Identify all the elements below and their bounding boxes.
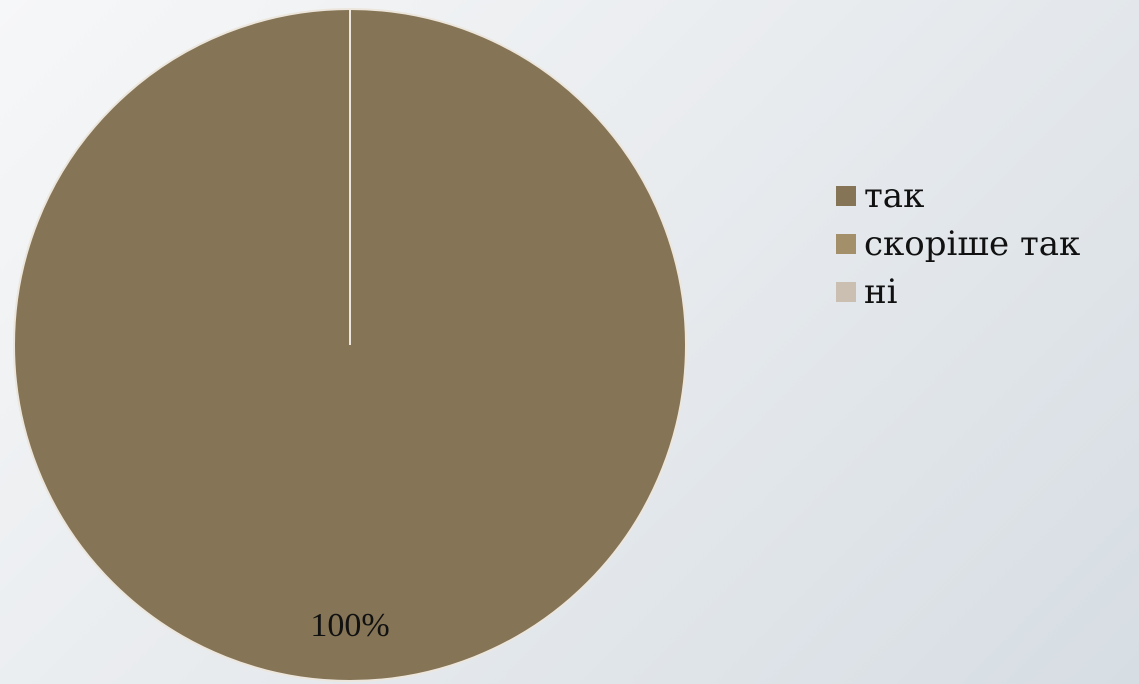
legend-label: ні xyxy=(864,272,898,312)
legend-label: так xyxy=(864,176,925,216)
pie-data-label: 100% xyxy=(310,607,389,644)
legend-item-ni: ні xyxy=(836,268,1080,316)
pie-slices xyxy=(13,8,687,682)
legend-swatch xyxy=(836,282,856,302)
legend-label: скоріше так xyxy=(864,224,1081,264)
legend-item-skorishe-tak: скоріше так xyxy=(836,220,1080,268)
legend-swatch xyxy=(836,186,856,206)
legend: так скоріше так ні xyxy=(836,172,1080,316)
pie-data-labels: 100% xyxy=(310,607,389,644)
pie-plot: 100% xyxy=(13,8,687,682)
legend-item-tak: так xyxy=(836,172,1080,220)
legend-swatch xyxy=(836,234,856,254)
